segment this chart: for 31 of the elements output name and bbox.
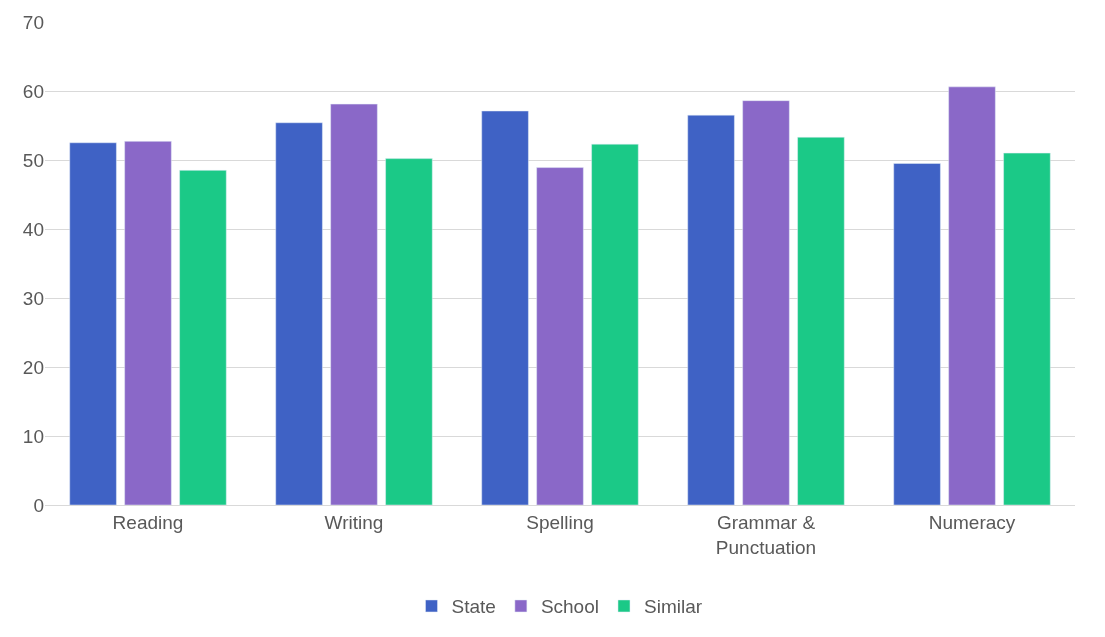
legend-label: Similar xyxy=(643,596,703,618)
bar xyxy=(124,141,172,505)
bar xyxy=(69,142,117,505)
legend-label: School xyxy=(540,596,599,618)
bar xyxy=(481,110,529,505)
y-tick-label: 50 xyxy=(22,149,44,171)
bar xyxy=(742,100,790,505)
bar xyxy=(1003,152,1051,505)
bar xyxy=(687,114,735,505)
bar xyxy=(893,163,941,505)
bar xyxy=(179,170,227,505)
y-tick-label: 60 xyxy=(22,80,44,102)
y-tick-label: 30 xyxy=(22,287,44,309)
y-tick-label: 70 xyxy=(22,11,44,33)
y-tick-label: 20 xyxy=(22,356,44,378)
bar xyxy=(275,122,323,505)
legend-label: State xyxy=(451,596,496,618)
x-tick-label: Reading xyxy=(112,511,184,533)
bar xyxy=(330,103,378,505)
y-tick-label: 40 xyxy=(22,218,44,240)
bar xyxy=(591,143,639,505)
bar xyxy=(948,86,996,505)
x-tick-label: Grammar & Punctuation xyxy=(715,511,817,558)
x-tick-label: Spelling xyxy=(526,511,594,533)
bar xyxy=(385,158,433,505)
y-tick-label: 0 xyxy=(33,494,44,516)
x-tick-label: Numeracy xyxy=(928,511,1016,533)
bar xyxy=(536,167,584,505)
x-tick-label: Writing xyxy=(324,511,384,533)
y-tick-label: 10 xyxy=(22,425,44,447)
bar xyxy=(797,136,845,505)
